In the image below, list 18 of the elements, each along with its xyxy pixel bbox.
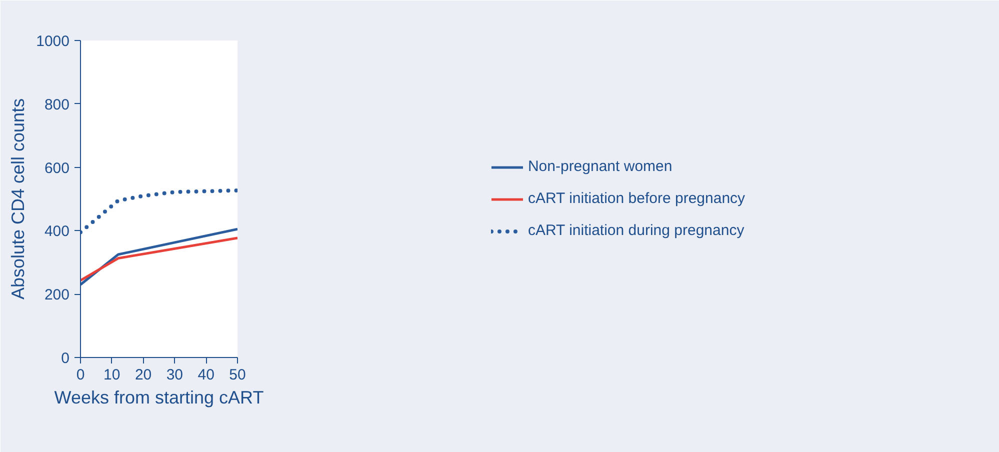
- y-tick-label: 400: [44, 223, 70, 240]
- x-axis-title: Weeks from starting cART: [54, 388, 264, 408]
- legend-label: cART initiation before pregnancy: [528, 190, 746, 207]
- x-tick-label: 0: [76, 366, 85, 384]
- y-tick-label: 0: [61, 350, 70, 367]
- legend-label: cART initiation during pregnancy: [528, 222, 744, 239]
- x-tick-label: 20: [134, 366, 152, 384]
- x-tick-label: 10: [104, 366, 120, 384]
- y-tick-label: 200: [44, 286, 70, 304]
- legend-label: Non-pregnant women: [528, 158, 672, 175]
- y-tick-label: 600: [44, 160, 70, 177]
- y-tick-label: 800: [44, 96, 70, 114]
- y-axis-title: Absolute CD4 cell counts: [8, 98, 28, 300]
- x-tick-label: 30: [166, 366, 184, 384]
- x-tick-label: 50: [229, 366, 246, 384]
- y-tick-label: 1000: [36, 33, 70, 50]
- line-series: [80, 188, 238, 234]
- x-tick-label: 40: [198, 366, 214, 384]
